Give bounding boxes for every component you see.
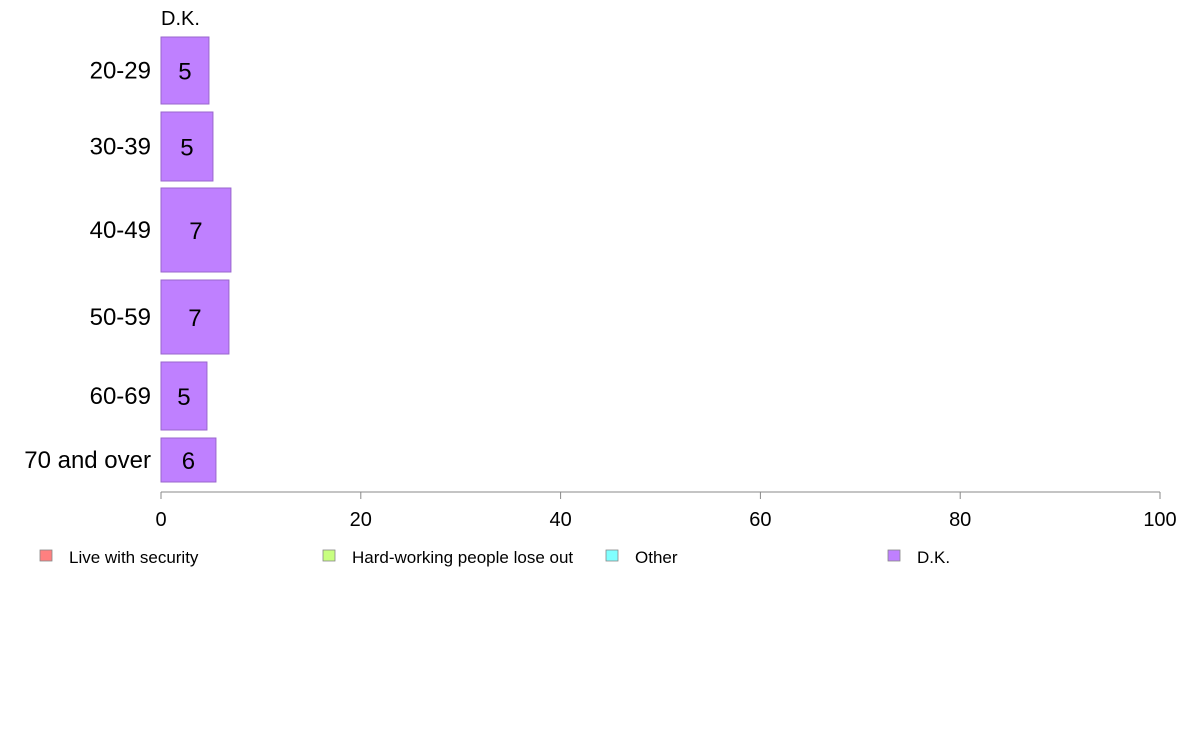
legend-label: Other <box>635 548 678 567</box>
legend-label: Live with security <box>69 548 199 567</box>
legend-swatch <box>887 549 901 562</box>
legend-swatch <box>322 549 336 562</box>
x-tick-label: 100 <box>1143 509 1176 531</box>
y-tick-label: 20-29 <box>90 58 151 85</box>
bar-70-and-over <box>160 437 217 483</box>
bar-data-label: 6 <box>182 448 195 475</box>
bar-60-69 <box>160 361 208 431</box>
y-tick-label: 30-39 <box>90 134 151 161</box>
bar-30-39 <box>160 111 214 182</box>
bar-data-label: 5 <box>178 59 191 86</box>
legend-swatch <box>39 549 53 562</box>
panel-title: D.K. <box>161 8 200 30</box>
legend-label: Hard-working people lose out <box>352 548 573 567</box>
y-tick-label: 40-49 <box>90 217 151 244</box>
bar-data-label: 7 <box>188 305 201 332</box>
bar-40-49 <box>160 187 232 273</box>
bar-20-29 <box>160 36 210 105</box>
legend-label: D.K. <box>917 548 950 567</box>
x-tick-label: 20 <box>350 509 372 531</box>
x-tick-label: 40 <box>549 509 571 531</box>
bar-data-label: 5 <box>180 135 193 162</box>
y-tick-label: 70 and over <box>24 447 151 474</box>
legend-swatch <box>605 549 619 562</box>
x-tick-label: 80 <box>949 509 971 531</box>
y-tick-label: 60-69 <box>90 383 151 410</box>
x-tick-label: 0 <box>155 509 166 531</box>
bar-data-label: 7 <box>189 218 202 245</box>
y-tick-label: 50-59 <box>90 304 151 331</box>
bar-50-59 <box>160 279 230 355</box>
bar-data-label: 5 <box>177 384 190 411</box>
x-tick-label: 60 <box>749 509 771 531</box>
